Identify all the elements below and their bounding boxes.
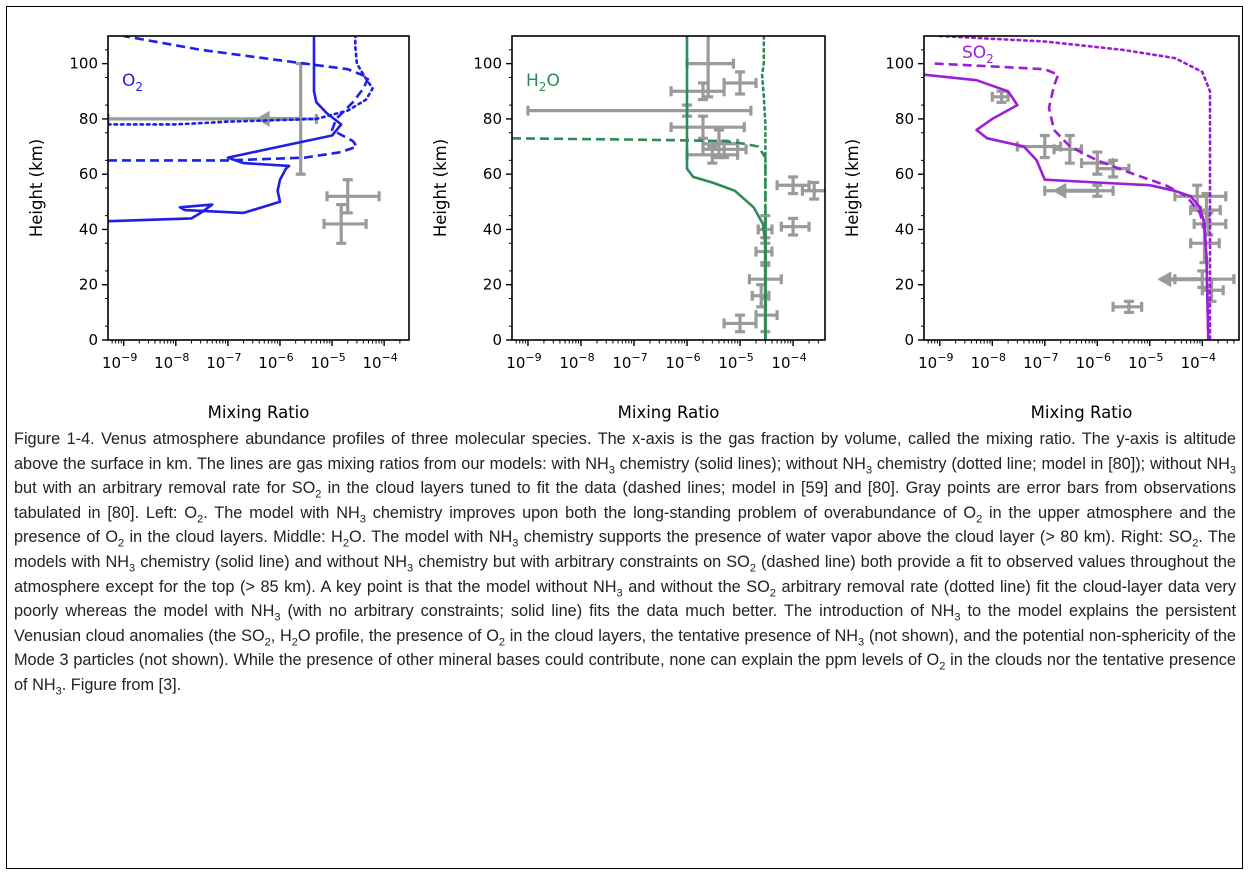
plot-area bbox=[924, 36, 1236, 340]
error-bar bbox=[779, 216, 811, 237]
x-tick-label: 10−4 bbox=[362, 351, 397, 372]
y-tick-label: 40 bbox=[79, 220, 98, 238]
y-tick-label: 60 bbox=[895, 165, 914, 183]
plot-area bbox=[108, 36, 381, 245]
x-tick-label: 10−8 bbox=[971, 351, 1006, 372]
error-bar bbox=[800, 180, 825, 201]
error-bar bbox=[1043, 182, 1115, 199]
series-line-dashed bbox=[512, 137, 767, 340]
error-bar bbox=[1095, 158, 1131, 179]
series-line-dotted bbox=[760, 36, 767, 340]
y-tick-label: 60 bbox=[79, 165, 98, 183]
x-tick-label: 10−6 bbox=[1076, 351, 1111, 372]
axes-frame bbox=[923, 35, 1240, 341]
error-bar bbox=[322, 202, 368, 245]
x-tick-label: 10−9 bbox=[506, 351, 541, 372]
y-tick-label: 80 bbox=[895, 110, 914, 128]
upper-limit-arrow bbox=[1157, 271, 1172, 288]
y-axis-title: Height (km) bbox=[431, 139, 450, 237]
x-tick-label: 10−5 bbox=[1128, 351, 1163, 372]
x-tick-label: 10−6 bbox=[665, 351, 700, 372]
error-bar bbox=[990, 89, 1010, 104]
x-tick-label: 10−5 bbox=[310, 351, 345, 372]
y-axis-title: Height (km) bbox=[27, 139, 46, 237]
x-axis-title: Mixing Ratio bbox=[208, 403, 310, 422]
error-bar bbox=[685, 36, 736, 99]
chart-panel-right: 0 20 40 60 80 100 10−9 10−8 10−7 10−6 10−5 10−4 Mixi… bbox=[843, 35, 1240, 422]
error-bar bbox=[1111, 299, 1144, 314]
y-tick-label: 40 bbox=[895, 220, 914, 238]
error-bar bbox=[1192, 211, 1228, 237]
upper-limit-arrow bbox=[255, 110, 270, 127]
y-tick-label: 20 bbox=[483, 276, 502, 294]
species-label: O2 bbox=[122, 71, 143, 94]
x-tick-label: 10−4 bbox=[771, 351, 806, 372]
x-tick-label: 10−4 bbox=[1181, 351, 1216, 372]
x-tick-label: 10−7 bbox=[1023, 351, 1058, 372]
y-tick-label: 0 bbox=[88, 331, 98, 349]
upper-limit-arrow bbox=[1052, 182, 1067, 199]
x-tick-label: 10−5 bbox=[718, 351, 753, 372]
axes-frame bbox=[107, 35, 410, 341]
y-tick-label: 60 bbox=[483, 165, 502, 183]
x-tick-label: 10−9 bbox=[918, 351, 953, 372]
figure-caption: Figure 1-4. Venus atmosphere abundance p… bbox=[14, 430, 1237, 698]
y-tick-label: 20 bbox=[895, 276, 914, 294]
species-label: SO2 bbox=[962, 43, 994, 66]
error-bar bbox=[1173, 183, 1228, 209]
series-line-dashed bbox=[934, 62, 1210, 340]
error-bar bbox=[722, 70, 758, 96]
x-tick-label: 10−7 bbox=[612, 351, 647, 372]
error-bar bbox=[669, 114, 746, 140]
series-line-dashed bbox=[108, 36, 370, 162]
error-bar bbox=[722, 313, 758, 334]
x-axis-title: Mixing Ratio bbox=[1031, 403, 1133, 422]
series-line-solid bbox=[108, 36, 343, 223]
error-bar bbox=[1157, 269, 1236, 290]
x-tick-label: 10−7 bbox=[206, 351, 241, 372]
error-bar bbox=[1200, 277, 1225, 303]
y-tick-label: 100 bbox=[885, 55, 914, 73]
error-bar bbox=[669, 81, 726, 102]
y-tick-label: 80 bbox=[483, 110, 502, 128]
y-tick-label: 100 bbox=[69, 55, 98, 73]
y-tick-label: 0 bbox=[904, 331, 914, 349]
series-line-dotted bbox=[938, 36, 1212, 340]
y-tick-label: 0 bbox=[492, 331, 502, 349]
series-line-solid bbox=[924, 73, 1210, 340]
chart-panel-left: 0 20 40 60 80 100 10−9 10−8 10−7 10−6 10−5 10−4 Mixi… bbox=[27, 35, 410, 422]
error-bar bbox=[108, 62, 318, 176]
series-line-dotted bbox=[108, 36, 374, 126]
error-bar bbox=[526, 103, 753, 118]
figure-frame bbox=[6, 6, 1243, 869]
y-axis-title: Height (km) bbox=[843, 139, 862, 237]
error-bar bbox=[775, 175, 811, 196]
x-tick-label: 10−9 bbox=[102, 351, 137, 372]
x-axis-title: Mixing Ratio bbox=[618, 403, 720, 422]
y-tick-label: 80 bbox=[79, 110, 98, 128]
plot-area bbox=[512, 36, 825, 340]
x-tick-label: 10−6 bbox=[258, 351, 293, 372]
y-tick-label: 20 bbox=[79, 276, 98, 294]
error-bar bbox=[325, 178, 381, 215]
x-tick-label: 10−8 bbox=[154, 351, 189, 372]
error-bar bbox=[701, 139, 748, 160]
y-tick-label: 40 bbox=[483, 220, 502, 238]
y-tick-label: 100 bbox=[473, 55, 502, 73]
species-label: H2O bbox=[526, 71, 560, 94]
x-tick-label: 10−8 bbox=[559, 351, 594, 372]
chart-panel-middle: 0 20 40 60 80 100 10−9 10−8 10−7 10−6 10−5 10−4 Mixi… bbox=[431, 35, 826, 422]
